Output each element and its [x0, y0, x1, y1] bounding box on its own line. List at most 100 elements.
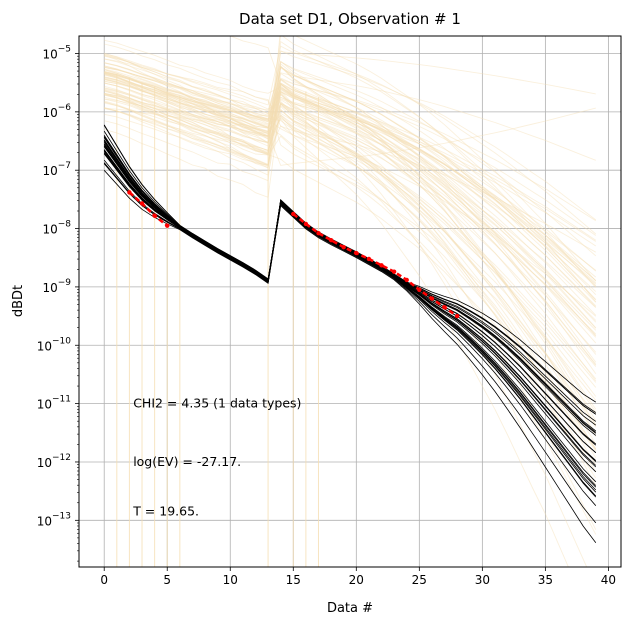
x-tick-label: 35 — [538, 573, 553, 587]
prior-realization-line — [104, 61, 597, 257]
prior-realization-line — [104, 66, 597, 300]
prior-realization-line — [104, 63, 597, 363]
observed-data-point — [152, 213, 157, 218]
y-tick-label: 10−6 — [42, 103, 71, 120]
annotations-layer: CHI2 = 4.35 (1 data types) log(EV) = -27.… — [132, 396, 301, 519]
observed-data-point — [127, 190, 132, 195]
prior-realization-line — [104, 66, 597, 287]
x-tick-label: 15 — [286, 573, 301, 587]
prior-realization-line — [104, 87, 597, 383]
y-axis-ticks: 10−13 10−12 10−11 10−10 10−9 10−8 10−7 10−6 10−5 — [37, 45, 79, 562]
prior-realization-line — [104, 90, 597, 331]
prior-realization-line — [104, 69, 597, 445]
prior-realization-line — [104, 87, 597, 308]
x-tick-label: 5 — [163, 573, 171, 587]
y-tick-label: 10−11 — [37, 395, 71, 412]
prior-realization-line — [104, 101, 597, 449]
prior-realization-line — [104, 39, 597, 329]
prior-realization-line — [104, 65, 597, 437]
x-tick-label: 0 — [100, 573, 108, 587]
observed-data-point — [354, 250, 359, 256]
prior-realization-line — [104, 78, 597, 308]
y-tick-label: 10−8 — [42, 220, 71, 237]
prior-realization-line — [104, 65, 597, 336]
chart-title: Data set D1, Observation # 1 — [239, 10, 461, 28]
prior-realization-line — [104, 89, 597, 486]
prior-realization-line — [104, 62, 597, 388]
posterior-realization-line — [103, 170, 597, 524]
prior-realization-line — [104, 71, 597, 329]
x-tick-label: 40 — [601, 573, 616, 587]
prior-realization-line — [104, 54, 597, 374]
prior-realization-line — [104, 88, 597, 278]
observed-data-point — [454, 313, 460, 319]
prior-realization-line — [104, 82, 597, 366]
prior-realization-line — [104, 53, 597, 353]
observed-data-point — [291, 211, 296, 217]
prior-realization-line — [104, 43, 597, 415]
x-tick-label: 30 — [475, 573, 490, 587]
prior-realization-line — [104, 61, 597, 286]
prior-realization-line — [104, 71, 597, 355]
prior-realization-line — [104, 71, 597, 317]
prior-realization-line — [104, 83, 597, 413]
prior-realization-line — [104, 66, 597, 301]
prior-realization-line — [104, 65, 597, 426]
annotation-text: log(EV) = -27.17. — [133, 454, 241, 469]
prior-realization-line — [104, 69, 597, 434]
axes-frame — [78, 35, 622, 568]
prior-realization-line — [104, 85, 597, 458]
observed-data-point — [139, 201, 145, 206]
observed-data-point — [404, 277, 409, 283]
y-tick-label: 10−5 — [42, 45, 71, 62]
prior-realization-line — [104, 54, 569, 567]
prior-realization-line — [104, 65, 597, 421]
prior-realization-line — [104, 74, 597, 323]
prior-realization-line — [104, 76, 597, 292]
observed-data-point — [429, 296, 435, 301]
x-axis-ticks: 0 5 10 15 20 25 30 35 40 — [100, 567, 616, 587]
y-tick-label: 10−13 — [37, 511, 71, 528]
prior-realization-line — [104, 96, 597, 401]
observed-data-point — [341, 245, 346, 250]
prior-realization-line — [104, 82, 597, 316]
observed-data-point — [366, 256, 372, 262]
prior-realization-line — [104, 50, 597, 221]
prior-realization-line — [104, 76, 597, 236]
prior-realization-line — [104, 107, 596, 166]
prior-realization-line — [104, 72, 597, 285]
prior-realization-line — [104, 82, 597, 382]
prior-realization-line — [104, 67, 597, 222]
observed-data-point — [391, 269, 397, 274]
prior-realization-line — [104, 73, 597, 397]
prior-realization-line — [228, 36, 597, 272]
prior-realizations-layer — [104, 36, 597, 567]
prior-realization-line — [104, 62, 597, 344]
prior-realization-line — [104, 72, 596, 161]
observed-data-layer — [127, 190, 460, 319]
prior-realization-line — [104, 72, 597, 303]
prior-realization-line — [104, 82, 597, 335]
prior-realization-line — [104, 72, 588, 567]
observed-data-point — [316, 231, 321, 236]
y-axis-label: dBDt — [11, 285, 26, 317]
annotation-text: CHI2 = 4.35 (1 data types) — [133, 396, 301, 411]
observed-data-point — [417, 287, 422, 293]
prior-realization-line — [104, 58, 597, 253]
y-tick-label: 10−7 — [42, 161, 71, 178]
grid-layer — [79, 36, 621, 567]
prior-realization-line — [104, 58, 597, 296]
prior-realization-line — [104, 92, 597, 242]
prior-realization-line — [104, 62, 597, 337]
prior-realization-line — [104, 89, 597, 284]
annotation-text: T = 19.65. — [132, 504, 199, 519]
prior-realization-line — [104, 89, 597, 479]
observed-data-point — [165, 223, 170, 228]
prior-realization-line — [104, 100, 597, 466]
y-tick-label: 10−10 — [37, 336, 72, 353]
prior-realization-line — [104, 80, 597, 281]
observed-data-point — [442, 305, 447, 310]
prior-realization-line — [104, 65, 597, 451]
prior-realization-line — [104, 94, 597, 380]
